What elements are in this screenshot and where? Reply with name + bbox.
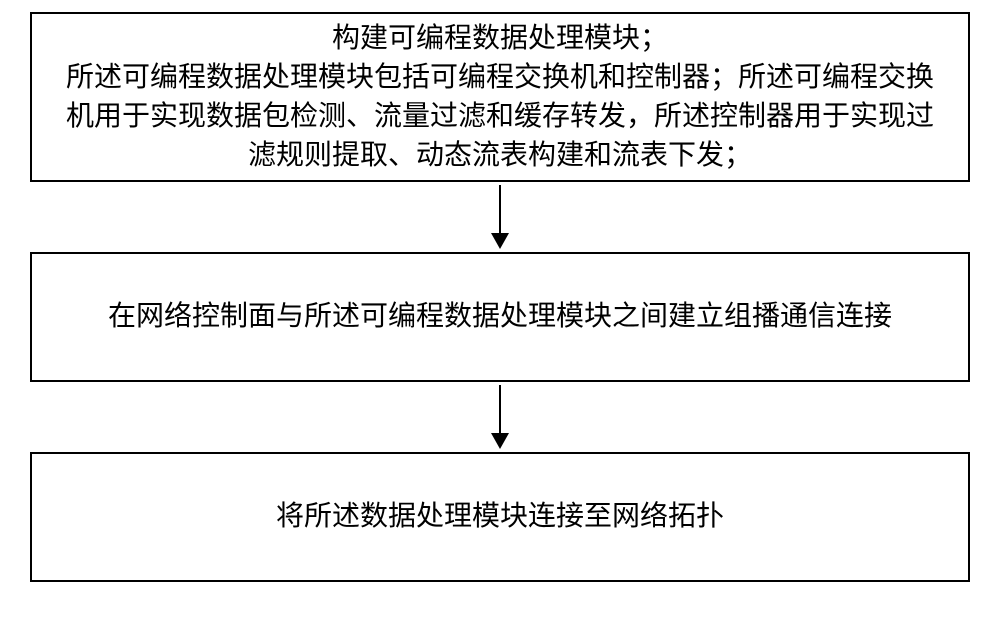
arrow-line-icon xyxy=(499,385,501,433)
flowchart-arrow-2 xyxy=(491,382,509,452)
arrow-head-icon xyxy=(491,233,509,249)
flowchart-node-2-text: 在网络控制面与所述可编程数据处理模块之间建立组播通信连接 xyxy=(108,297,892,336)
flowchart-node-1: 构建可编程数据处理模块； 所述可编程数据处理模块包括可编程交换机和控制器；所述可… xyxy=(30,12,970,182)
flowchart-node-2: 在网络控制面与所述可编程数据处理模块之间建立组播通信连接 xyxy=(30,252,970,382)
flowchart-node-3: 将所述数据处理模块连接至网络拓扑 xyxy=(30,452,970,582)
flowchart-node-3-text: 将所述数据处理模块连接至网络拓扑 xyxy=(276,497,724,536)
flowchart-node-1-text: 构建可编程数据处理模块； 所述可编程数据处理模块包括可编程交换机和控制器；所述可… xyxy=(62,19,938,176)
arrow-line-icon xyxy=(499,185,501,233)
flowchart-arrow-1 xyxy=(491,182,509,252)
flowchart-container: 构建可编程数据处理模块； 所述可编程数据处理模块包括可编程交换机和控制器；所述可… xyxy=(25,12,975,582)
arrow-head-icon xyxy=(491,433,509,449)
